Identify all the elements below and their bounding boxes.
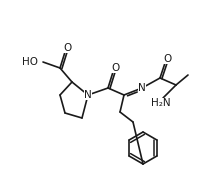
Text: O: O bbox=[63, 43, 71, 53]
Text: H₂N: H₂N bbox=[151, 98, 171, 108]
Text: N: N bbox=[84, 90, 92, 100]
Text: O: O bbox=[111, 63, 119, 73]
Text: O: O bbox=[163, 54, 171, 64]
Text: HO: HO bbox=[22, 57, 38, 67]
Text: N: N bbox=[138, 83, 146, 93]
